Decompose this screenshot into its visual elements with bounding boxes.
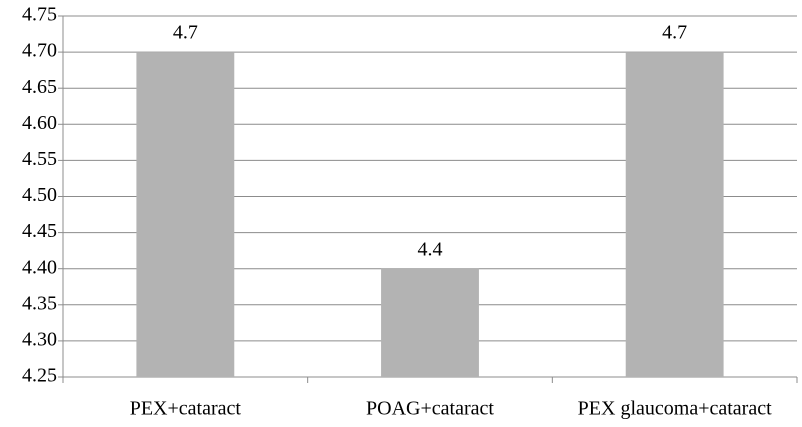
y-tick-label: 4.65 — [22, 76, 57, 98]
y-tick-label: 4.70 — [22, 40, 57, 62]
bar — [625, 52, 724, 377]
y-tick-label: 4.30 — [22, 328, 57, 350]
bar — [136, 52, 235, 377]
y-tick-label: 4.40 — [22, 256, 57, 278]
x-tick-label: PEX+cataract — [130, 398, 242, 420]
x-tick-label: POAG+cataract — [366, 398, 494, 420]
data-label: 4.7 — [662, 22, 687, 44]
y-tick-label: 4.35 — [22, 292, 57, 314]
data-label: 4.7 — [173, 22, 198, 44]
y-tick-label: 4.25 — [22, 365, 57, 387]
bar — [381, 268, 479, 377]
y-tick-label: 4.75 — [22, 4, 57, 26]
data-label: 4.4 — [418, 238, 443, 260]
y-tick-label: 4.60 — [22, 112, 57, 134]
y-tick-label: 4.45 — [22, 220, 57, 242]
y-tick-label: 4.55 — [22, 148, 57, 170]
y-tick-label: 4.50 — [22, 184, 57, 206]
x-tick-label: PEX glaucoma+cataract — [578, 398, 772, 420]
